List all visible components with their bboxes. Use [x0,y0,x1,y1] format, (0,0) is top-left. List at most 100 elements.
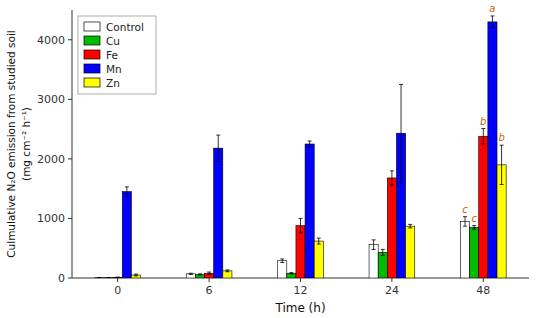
bar [186,274,195,278]
error-cap [399,182,403,183]
error-bar [381,249,385,255]
error-line [410,224,411,228]
legend-swatch [84,22,100,31]
error-cap [134,275,138,276]
error-cap [198,273,202,274]
y-tick-label: 3000 [37,93,65,106]
y-tick [68,278,72,279]
error-bar [500,145,504,184]
x-tick [117,278,118,282]
x-tick [483,278,484,282]
bar [296,226,305,278]
y-tick [68,39,72,40]
error-cap [289,273,293,274]
error-cap [408,227,412,228]
error-cap [500,184,504,185]
error-cap [308,146,312,147]
x-tick-label: 6 [206,284,213,297]
error-cap [390,170,394,171]
error-bar [189,273,193,274]
error-cap [472,225,476,226]
bar [479,136,488,278]
error-cap [500,145,504,146]
error-bar [399,84,403,182]
error-cap [463,216,467,217]
bar [223,271,232,278]
error-cap [97,277,101,278]
x-tick [209,278,210,282]
error-cap [472,229,476,230]
bar [470,227,479,278]
annotation: c [462,204,468,215]
error-cap [116,277,120,278]
bar [278,261,287,278]
x-tick-label: 0 [114,284,121,297]
error-bar [308,141,312,147]
bar [122,192,131,278]
y-axis-label-line: (mg cm⁻² h⁻¹) [20,107,32,181]
y-axis-label: Culmulative N₂O emission from studied so… [5,30,32,258]
error-cap [372,249,376,250]
bar [131,275,140,278]
y-tick [68,218,72,219]
error-line [465,217,466,227]
y-tick-label: 0 [58,272,65,285]
error-line [474,226,475,230]
error-line [501,145,502,184]
error-cap [107,277,111,278]
y-tick [68,99,72,100]
bar [488,22,497,278]
error-cap [225,271,229,272]
y-axis [72,10,73,278]
error-cap [381,255,385,256]
error-bar [198,274,202,275]
error-line [126,187,127,197]
error-cap [125,186,129,187]
bar [104,277,113,278]
y-tick [68,158,72,159]
error-cap [381,249,385,250]
y-axis-label-line: Culmulative N₂O emission from studied so… [5,30,17,258]
error-cap [408,224,412,225]
annotation: b [498,132,504,143]
error-cap [280,262,284,263]
legend: ControlCuFeMnZn [78,16,156,94]
error-bar [125,187,129,197]
error-cap [225,269,229,270]
error-cap [207,274,211,275]
bar [113,277,122,278]
legend-swatch [84,36,100,45]
legend-box [78,16,156,94]
annotation: a [489,3,495,14]
legend-swatch [84,64,100,73]
error-cap [125,196,129,197]
error-bar [490,16,494,28]
error-cap [289,272,293,273]
error-line [300,218,301,232]
error-line [492,16,493,28]
error-bar [463,217,467,227]
error-bar [408,224,412,228]
y-tick-label: 1000 [37,212,65,225]
error-cap [216,135,220,136]
error-line [401,84,402,182]
annotation: b [480,116,486,127]
error-cap [189,274,193,275]
error-cap [189,273,193,274]
error-bar [481,129,485,144]
bar [406,226,415,278]
error-cap [280,258,284,259]
error-bar [97,277,101,278]
legend-swatch [84,78,100,87]
error-bar [299,218,303,232]
x-tick-label: 12 [294,284,308,297]
bar [95,277,104,278]
error-cap [107,277,111,278]
bar [369,245,378,278]
error-cap [299,232,303,233]
error-line [391,171,392,185]
error-cap [490,15,494,16]
legend-label: Mn [106,63,122,75]
error-bar [207,272,211,274]
error-line [483,129,484,144]
